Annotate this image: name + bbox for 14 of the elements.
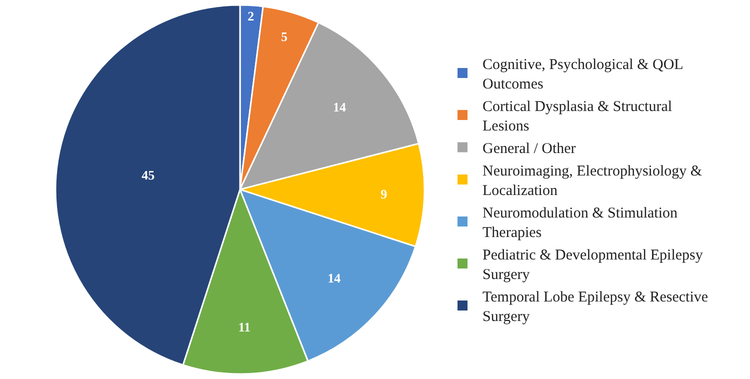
data-label: 5 bbox=[281, 28, 288, 44]
legend-label: General / Other bbox=[482, 141, 576, 158]
data-label: 45 bbox=[142, 167, 156, 182]
legend-label: Cortical Dysplasia & Structural Lesions bbox=[482, 99, 672, 135]
data-label: 14 bbox=[328, 270, 342, 286]
data-label: 2 bbox=[248, 8, 254, 24]
legend-label: Neuromodulation & Stimulation Therapies bbox=[482, 206, 678, 242]
legend-label: Pediatric & Developmental Epilepsy Surgery bbox=[482, 248, 704, 284]
legend-label: Temporal Lobe Epilepsy & Resective Surgery bbox=[482, 290, 708, 326]
legend-label: Cognitive, Psychological & QOL Outcomes bbox=[482, 57, 684, 93]
data-label: 11 bbox=[238, 320, 250, 335]
data-label: 14 bbox=[332, 100, 346, 115]
data-label: 9 bbox=[380, 186, 388, 202]
legend-label: Neuroimaging, Electrophysiology & Localization bbox=[482, 164, 702, 200]
